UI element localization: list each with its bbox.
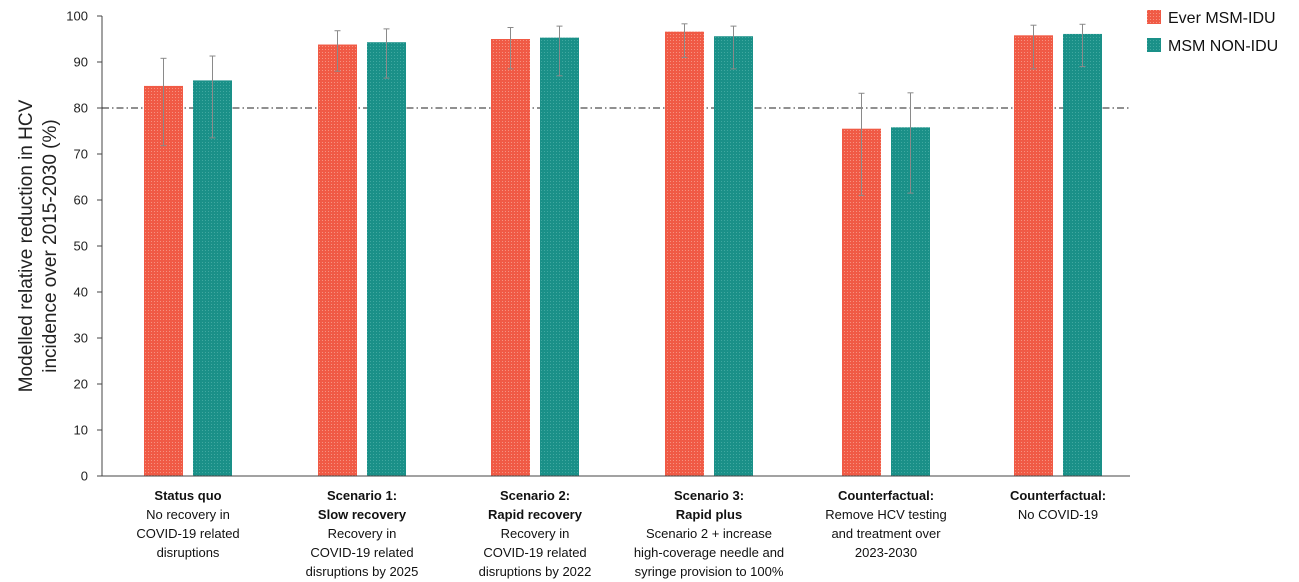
y-tick-label: 90 bbox=[74, 55, 88, 70]
y-tick-label: 80 bbox=[74, 101, 88, 116]
y-axis-label: Modelled relative reduction in HCV incid… bbox=[16, 99, 61, 392]
bar-ever-msm-idu bbox=[491, 39, 530, 476]
y-axis-label-line-1: Modelled relative reduction in HCV bbox=[16, 99, 37, 392]
category-description: Scenario 2 + increase bbox=[646, 526, 772, 541]
y-tick-label: 30 bbox=[74, 331, 88, 346]
category-title: Scenario 3: bbox=[674, 488, 744, 503]
y-tick-label: 0 bbox=[81, 469, 88, 484]
category-description: syringe provision to 100% bbox=[635, 564, 784, 579]
y-tick-label: 100 bbox=[66, 9, 88, 24]
y-tick-label: 60 bbox=[74, 193, 88, 208]
category-description: No COVID-19 bbox=[1018, 507, 1098, 522]
bar-msm-non-idu bbox=[367, 42, 406, 476]
y-tick-label: 50 bbox=[74, 239, 88, 254]
bar-msm-non-idu bbox=[540, 37, 579, 477]
category-description: COVID-19 related bbox=[136, 526, 239, 541]
category-description: Recovery in bbox=[328, 526, 397, 541]
category-title: Counterfactual: bbox=[838, 488, 934, 503]
legend-swatch bbox=[1147, 10, 1161, 24]
category-description: high-coverage needle and bbox=[634, 545, 784, 560]
legend-label: MSM NON-IDU bbox=[1168, 38, 1278, 55]
category-description: disruptions by 2022 bbox=[479, 564, 592, 579]
category-description: disruptions by 2025 bbox=[306, 564, 419, 579]
category-description: Recovery in bbox=[501, 526, 570, 541]
y-tick-label: 40 bbox=[74, 285, 88, 300]
category-description: 2023-2030 bbox=[855, 545, 917, 560]
category-description: disruptions bbox=[157, 545, 220, 560]
bars-group bbox=[144, 31, 1102, 477]
bar-ever-msm-idu bbox=[144, 85, 183, 477]
category-labels: Status quo No recovery in COVID-19 related… bbox=[136, 488, 1106, 579]
y-tick-label: 10 bbox=[74, 423, 88, 438]
category-description: and treatment over bbox=[831, 526, 941, 541]
category-subtitle: Rapid recovery bbox=[488, 507, 583, 522]
bar-msm-non-idu bbox=[1063, 33, 1102, 476]
bar-ever-msm-idu bbox=[318, 44, 357, 477]
bar-msm-non-idu bbox=[193, 80, 232, 477]
category-description: COVID-19 related bbox=[483, 545, 586, 560]
category-subtitle: Slow recovery bbox=[318, 507, 407, 522]
bar-msm-non-idu bbox=[714, 36, 753, 477]
category-title: Scenario 2: bbox=[500, 488, 570, 503]
category-description: COVID-19 related bbox=[310, 545, 413, 560]
legend: Ever MSM-IDU MSM NON-IDU bbox=[1147, 10, 1278, 55]
y-axis: 0 10 20 30 40 50 60 70 80 90 100 bbox=[66, 9, 103, 484]
category-description: No recovery in bbox=[146, 507, 230, 522]
category-title: Scenario 1: bbox=[327, 488, 397, 503]
category-description: Remove HCV testing bbox=[825, 507, 946, 522]
y-tick-label: 70 bbox=[74, 147, 88, 162]
category-title: Status quo bbox=[154, 488, 221, 503]
legend-label: Ever MSM-IDU bbox=[1168, 10, 1276, 27]
category-title: Counterfactual: bbox=[1010, 488, 1106, 503]
y-tick-label: 20 bbox=[74, 377, 88, 392]
bar-ever-msm-idu bbox=[1014, 35, 1053, 476]
legend-swatch bbox=[1147, 38, 1161, 52]
bar-ever-msm-idu bbox=[665, 31, 704, 476]
y-axis-label-line-2: incidence over 2015-2030 (%) bbox=[40, 119, 61, 373]
error-bars-group bbox=[160, 23, 1086, 196]
category-subtitle: Rapid plus bbox=[676, 507, 742, 522]
